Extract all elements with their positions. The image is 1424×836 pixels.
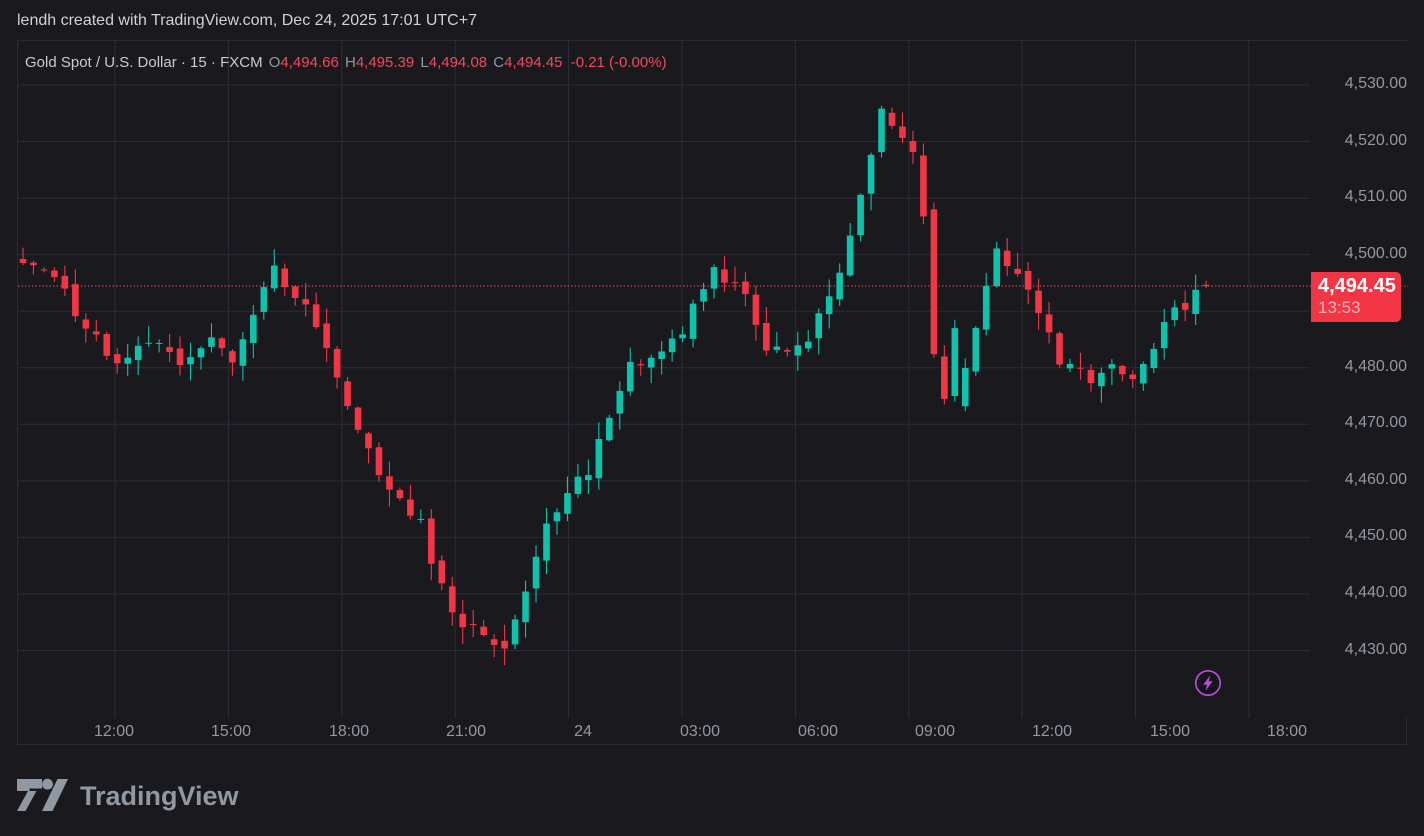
svg-text:TradingView: TradingView bbox=[80, 781, 240, 811]
